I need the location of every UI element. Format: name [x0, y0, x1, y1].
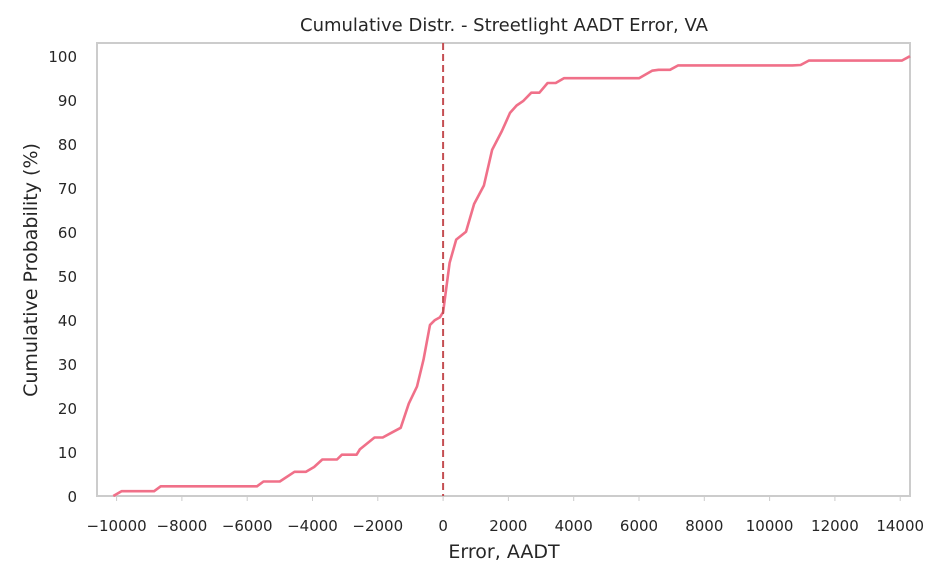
x-tick-label: 10000: [746, 517, 794, 535]
y-tick-label: 20: [58, 400, 77, 418]
y-tick-label: 40: [58, 312, 77, 330]
y-tick-label: 90: [58, 92, 77, 110]
x-tick-label: −2000: [352, 517, 403, 535]
x-tick-label: 8000: [685, 517, 723, 535]
y-tick-label: 10: [58, 444, 77, 462]
x-tick-label: −4000: [287, 517, 338, 535]
chart-title: Cumulative Distr. - Streetlight AADT Err…: [300, 15, 709, 36]
x-axis-ticks: −10000 −8000 −6000 −4000 −2000 0 2000 4000 6000 8…: [86, 496, 924, 535]
y-tick-label: 60: [58, 224, 77, 242]
x-tick-label: 2000: [489, 517, 527, 535]
y-axis-ticks: 0 10 20 30 40 50 60 70 80 90 100: [48, 48, 77, 506]
y-tick-label: 80: [58, 136, 77, 154]
y-tick-label: 70: [58, 180, 77, 198]
x-tick-label: 4000: [555, 517, 593, 535]
x-tick-label: 12000: [811, 517, 859, 535]
plot-area: [96, 42, 911, 497]
x-tick-label: 14000: [876, 517, 924, 535]
y-axis-title: Cumulative Probability (%): [20, 143, 42, 397]
x-tick-label: 6000: [620, 517, 658, 535]
x-axis-title: Error, AADT: [448, 541, 560, 563]
x-tick-label: −6000: [222, 517, 273, 535]
y-tick-label: 50: [58, 268, 77, 286]
x-tick-label: −10000: [86, 517, 146, 535]
y-tick-label: 30: [58, 356, 77, 374]
x-tick-label: −8000: [157, 517, 208, 535]
y-tick-label: 100: [48, 48, 77, 66]
x-tick-label: 0: [438, 517, 448, 535]
y-tick-label: 0: [67, 488, 77, 506]
